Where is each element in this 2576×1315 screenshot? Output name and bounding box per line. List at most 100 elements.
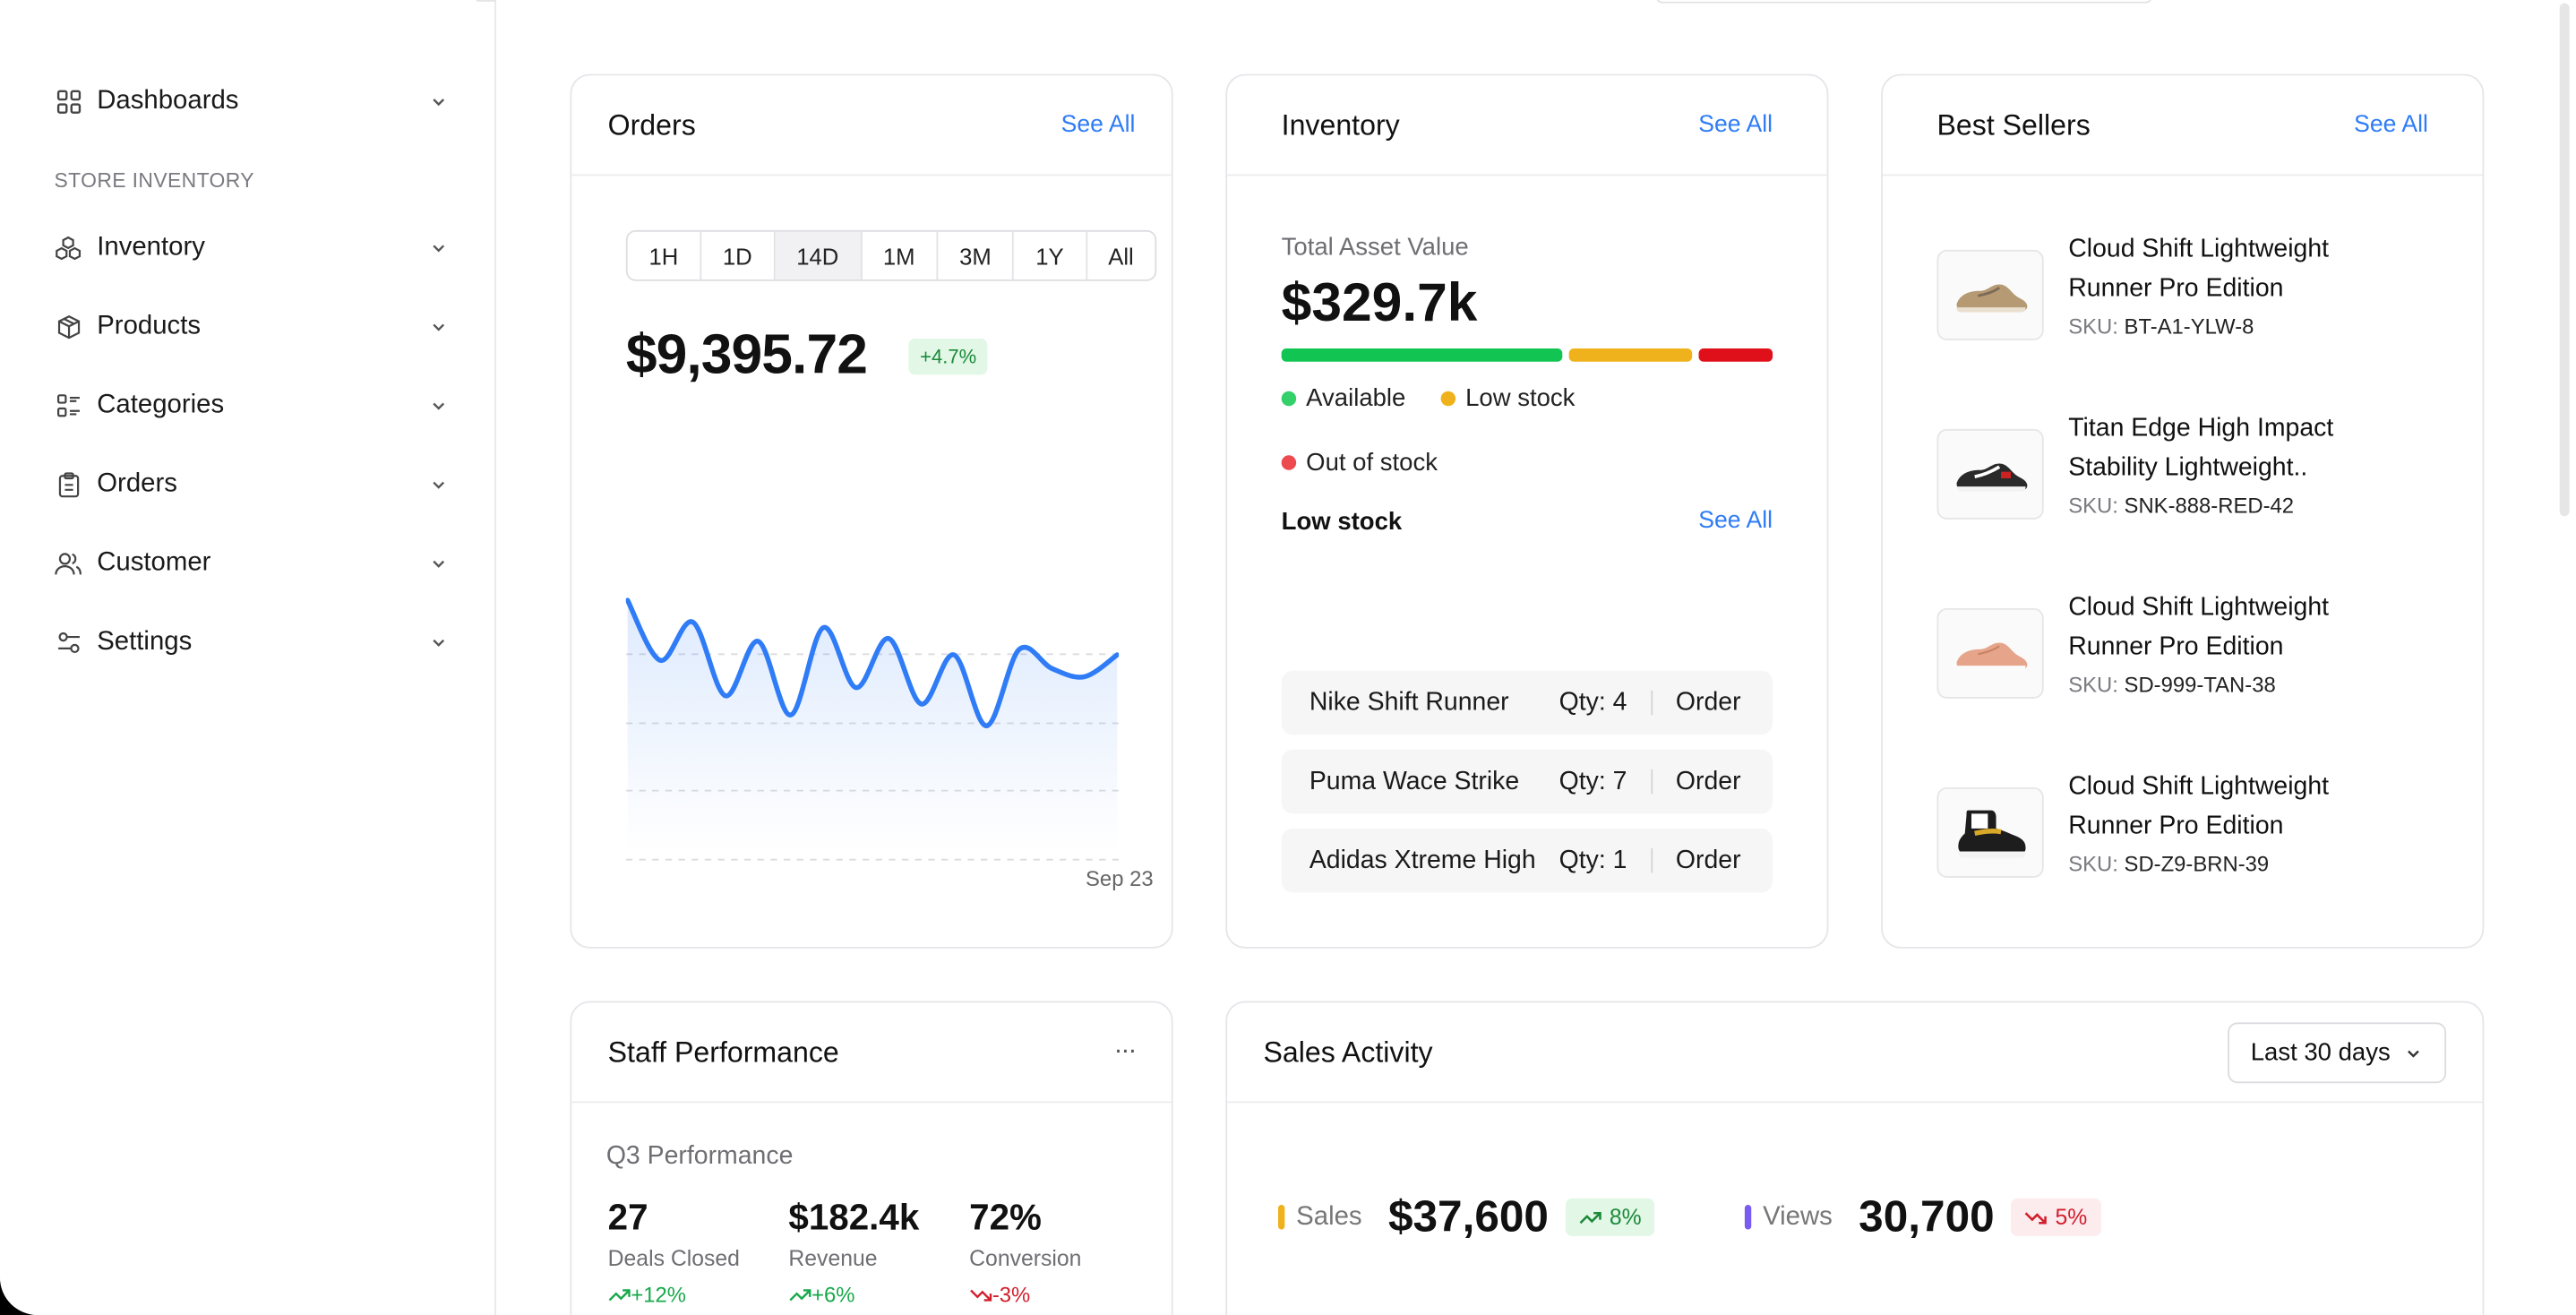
metric-delta: +6%	[788, 1282, 919, 1307]
low-stock-row: Nike Shift Runner Qty: 4 Order	[1281, 670, 1773, 735]
chart-area-fill	[627, 600, 1118, 852]
delta-text: -3%	[992, 1282, 1031, 1307]
sales-label: Sales	[1296, 1202, 1362, 1231]
legend-label: Low stock	[1465, 384, 1576, 413]
sidebar-item-label: Dashboards	[97, 87, 239, 116]
stock-bar-out	[1698, 348, 1773, 362]
chevron-down-icon	[2408, 1049, 2419, 1057]
sidebar-section-label: STORE INVENTORY	[54, 169, 254, 193]
sku-value: SNK-888-RED-42	[2124, 493, 2295, 519]
range-button-1m[interactable]: 1M	[862, 231, 939, 279]
low-stock-see-all-link[interactable]: See All	[1698, 508, 1773, 535]
product-qty: Qty: 4	[1558, 687, 1627, 717]
sidebar-item-label: Settings	[97, 627, 193, 657]
trend-up-icon	[789, 1288, 811, 1301]
date-range-dropdown[interactable]: Last 30 days	[2228, 1022, 2447, 1084]
grid-icon	[55, 88, 82, 116]
order-button[interactable]: Order	[1675, 767, 1741, 795]
best-seller-item[interactable]: Cloud Shift Lightweight Runner Pro Editi…	[1936, 230, 2430, 362]
divider	[1651, 847, 1653, 873]
boxes-icon	[55, 234, 82, 262]
range-button-1y[interactable]: 1Y	[1014, 231, 1087, 279]
sidebar-item-products[interactable]: Products	[55, 303, 449, 352]
trend-down-icon	[970, 1288, 992, 1301]
divider	[1651, 690, 1653, 716]
total-asset-label: Total Asset Value	[1281, 233, 1469, 262]
range-button-3m[interactable]: 3M	[938, 231, 1015, 279]
delta-text: 5%	[2055, 1205, 2088, 1230]
low-stock-row: Puma Wace Strike Qty: 7 Order	[1281, 749, 1773, 814]
product-thumbnail	[1936, 428, 2044, 520]
sales-metric: Sales $37,600 8%	[1277, 1191, 1655, 1242]
low-stock-row: Adidas Xtreme High Qty: 1 Order	[1281, 828, 1773, 893]
period-label: Q3 Performance	[605, 1142, 794, 1171]
range-button-1d[interactable]: 1D	[701, 231, 776, 279]
chevron-down-icon	[433, 481, 445, 489]
sidebar-item-label: Products	[97, 312, 202, 340]
metric-value: 72%	[969, 1196, 1042, 1238]
orders-title: Orders	[607, 107, 696, 141]
range-button-1h[interactable]: 1H	[628, 231, 702, 279]
range-button-all[interactable]: All	[1108, 242, 1134, 270]
product-name: Titan Edge High Impact Stability Lightwe…	[2068, 414, 2334, 482]
legend-label: Available	[1306, 384, 1406, 413]
order-button[interactable]: Order	[1675, 687, 1741, 717]
best-sellers-card-header: Best Sellers See All	[1882, 75, 2483, 176]
sidebar-item-label: Inventory	[97, 233, 205, 262]
best-sellers-card: Best Sellers See All Cloud Shift Lightwe…	[1881, 73, 2485, 949]
metric-conversion: 72% Conversion -3%	[969, 1197, 1081, 1307]
views-metric: Views 30,700 5%	[1744, 1191, 2101, 1242]
users-icon	[55, 550, 82, 578]
divider	[1651, 769, 1653, 795]
sales-title: Sales Activity	[1263, 1035, 1433, 1068]
best-seller-item[interactable]: Cloud Shift Lightweight Runner Pro Editi…	[1936, 589, 2430, 720]
inventory-see-all-link[interactable]: See All	[1698, 111, 1773, 139]
search-input[interactable]	[1655, 0, 2152, 4]
metric-deals-closed: 27 Deals Closed +12%	[608, 1197, 740, 1307]
best-sellers-title: Best Sellers	[1936, 107, 2091, 141]
sidebar-item-settings[interactable]: Settings	[55, 618, 449, 667]
product-sku: SKU: BT-A1-YLW-8	[2068, 314, 2254, 339]
sidebar-item-inventory[interactable]: Inventory	[55, 224, 449, 273]
metric-value: 27	[607, 1196, 648, 1238]
sidebar-item-label: Orders	[97, 469, 177, 499]
trend-up-icon	[608, 1288, 631, 1301]
order-button[interactable]: Order	[1675, 846, 1741, 874]
sales-delta-badge: 8%	[1565, 1198, 1655, 1236]
vertical-scrollbar[interactable]	[2559, 3, 2570, 517]
delta-text: +12%	[631, 1282, 687, 1307]
product-sku: SKU: SNK-888-RED-42	[2068, 494, 2294, 519]
metric-label: Revenue	[788, 1245, 878, 1271]
sku-label: SKU:	[2068, 314, 2118, 339]
best-sellers-see-all-link[interactable]: See All	[2354, 111, 2428, 139]
sku-label: SKU:	[2068, 493, 2118, 519]
clipboard-icon	[55, 471, 82, 499]
sidebar-item-categories[interactable]: Categories	[55, 382, 449, 431]
sidebar-item-dashboards[interactable]: Dashboards	[55, 77, 449, 126]
best-seller-item[interactable]: Cloud Shift Lightweight Runner Pro Editi…	[1936, 768, 2430, 899]
sidebar-item-label: Customer	[97, 548, 211, 578]
sidebar-divider	[476, 0, 496, 2]
metric-label: Deals Closed	[607, 1245, 740, 1271]
orders-card: Orders See All 1H 1D 14D 1M 3M 1Y All $9…	[570, 73, 1173, 949]
sku-label: SKU:	[2068, 672, 2118, 698]
product-qty: Qty: 1	[1558, 846, 1627, 874]
inventory-card-header: Inventory See All	[1227, 75, 1827, 176]
sidebar-item-orders[interactable]: Orders	[55, 460, 449, 510]
legend-available: Available	[1281, 384, 1406, 413]
orders-change-badge: +4.7%	[908, 339, 989, 375]
orders-see-all-link[interactable]: See All	[1060, 111, 1136, 139]
red-dot-icon	[1281, 455, 1297, 470]
range-button-14d[interactable]: 14D	[775, 231, 863, 279]
more-options-icon[interactable]: ···	[1113, 1036, 1138, 1066]
legend-out-of-stock: Out of stock	[1281, 449, 1438, 477]
chevron-down-icon	[433, 560, 445, 568]
delta-text: +6%	[811, 1282, 855, 1307]
views-label: Views	[1763, 1202, 1833, 1231]
best-seller-item[interactable]: Titan Edge High Impact Stability Lightwe…	[1936, 409, 2430, 541]
sku-value: SD-Z9-BRN-39	[2124, 851, 2270, 877]
product-name: Puma Wace Strike	[1309, 767, 1520, 795]
metric-delta: -3%	[969, 1282, 1081, 1307]
sidebar-item-customer[interactable]: Customer	[55, 539, 449, 589]
